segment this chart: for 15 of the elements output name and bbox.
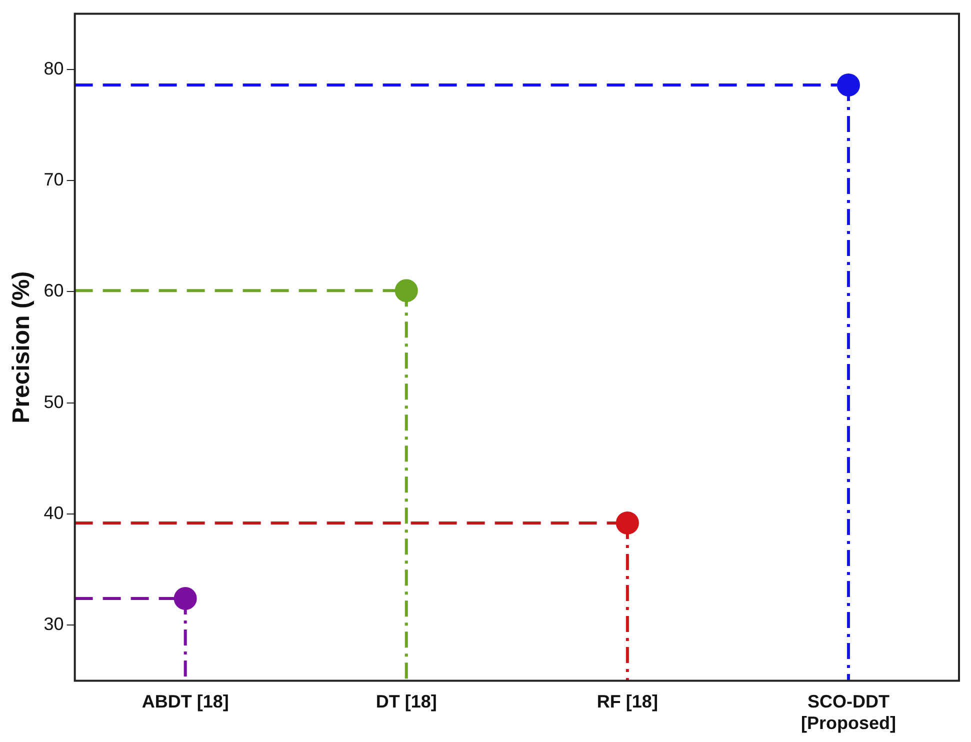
y-axis-title: Precision (%) [8, 271, 36, 424]
y-tick-label: 30 [44, 614, 64, 634]
y-tick-label: 40 [44, 503, 64, 524]
y-tick-label: 70 [44, 170, 64, 190]
x-tick-label: RF [18] [596, 692, 658, 712]
x-tick-label: SCO-DDT [Proposed] [800, 692, 896, 734]
point [616, 511, 639, 534]
point [836, 73, 860, 96]
x-tick-label: DT [18] [376, 692, 437, 712]
y-tick-label: 50 [44, 392, 64, 412]
point [394, 279, 418, 302]
x-tick-label: ABDT [18] [142, 692, 229, 712]
point [174, 587, 197, 610]
y-tick-label: 80 [44, 58, 64, 78]
y-tick-label: 60 [44, 280, 64, 301]
